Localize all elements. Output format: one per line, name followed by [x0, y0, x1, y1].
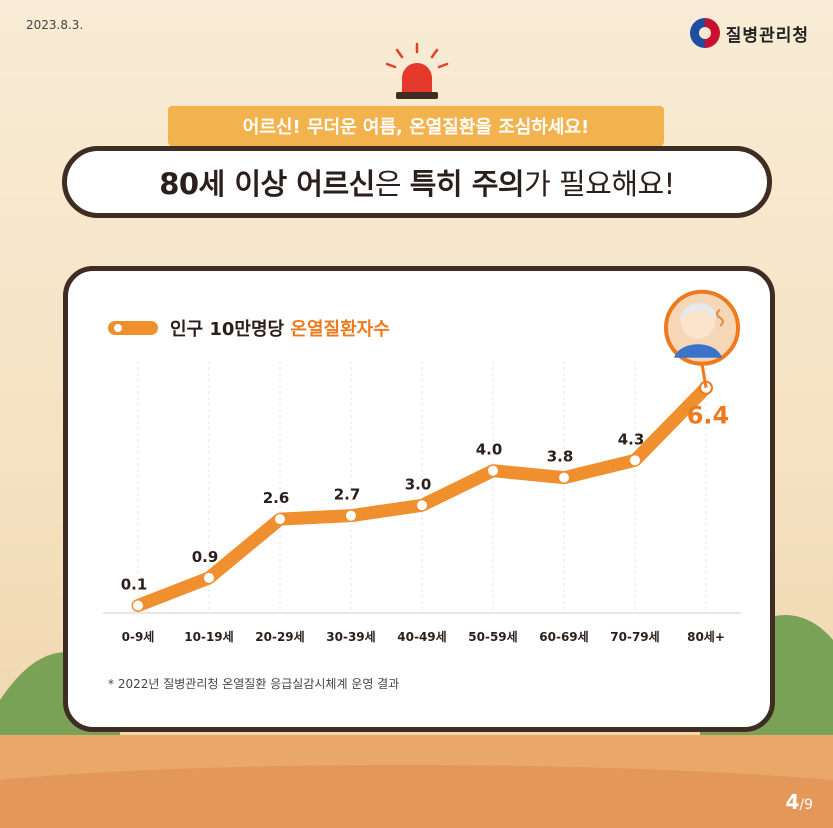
line-chart: 0.1 0.9 2.6 2.7 3.0 4.0 3.8 4.3 6.4 0-9세 10-19세 20-…: [103, 289, 741, 644]
data-label: 4.3: [618, 430, 645, 448]
page-indicator: 4/9: [785, 790, 813, 814]
heat-swirl-icon: [716, 308, 724, 327]
avatar-shirt: [674, 344, 722, 358]
data-point: [488, 465, 498, 476]
publish-date: 2023.8.3.: [26, 18, 84, 32]
x-tick-label: 30-39세: [326, 629, 375, 644]
x-tick-label: 40-49세: [397, 629, 446, 644]
x-tick-label: 20-29세: [255, 629, 304, 644]
x-tick-label: 50-59세: [468, 629, 517, 644]
legend-swatch: [108, 321, 158, 335]
x-tick-label: 0-9세: [122, 629, 155, 644]
headline: 80세 이상 어르신은 특히 주의가 필요해요!: [62, 146, 772, 218]
data-point: [559, 472, 569, 483]
footnote: * 2022년 질병관리청 온열질환 응급실감시체계 운영 결과: [108, 677, 400, 691]
org-logo: 질병관리청: [689, 18, 809, 48]
page-current: 4: [785, 790, 800, 814]
x-tick-label: 80세+: [687, 629, 725, 644]
org-name: 질병관리청: [725, 25, 809, 46]
chart-legend: 인구 10만명당 온열질환자수: [108, 315, 390, 341]
data-label: 3.0: [405, 475, 432, 493]
page-total: /9: [799, 797, 813, 813]
headline-part-1: 80세 이상 어르신은 특히 주의가 필요해요!: [159, 167, 675, 201]
data-label: 2.6: [263, 489, 290, 507]
data-point: [630, 455, 640, 466]
government-logo-icon: [689, 18, 720, 48]
data-point: [133, 600, 143, 611]
avatar-hair: [679, 302, 717, 322]
data-label: 0.1: [121, 576, 148, 594]
siren-icon: [385, 42, 449, 99]
x-tick-label: 70-79세: [610, 629, 659, 644]
x-tick-label: 60-69세: [539, 629, 588, 644]
data-point: [417, 500, 427, 511]
data-point: [275, 514, 285, 525]
data-label: 0.9: [192, 548, 219, 566]
data-label: 3.8: [547, 448, 574, 466]
x-tick-label: 10-19세: [184, 629, 233, 644]
data-point: [346, 510, 356, 521]
legend-highlight: 온열질환자수: [290, 319, 390, 340]
chart-card: 인구 10만명당 온열질환자수 0.1 0.9 2.6 2.7 3.0 4.0 3.8 4.3…: [63, 266, 775, 732]
data-label: 4.0: [476, 441, 503, 459]
subtitle-banner: 어르신! 무더운 여름, 온열질환을 조심하세요!: [168, 106, 664, 146]
avatar-pointer: [700, 363, 708, 388]
avatar-face: [681, 304, 715, 339]
data-point: [204, 572, 214, 583]
legend-label: 인구 10만명당: [170, 319, 291, 340]
data-label: 2.7: [334, 486, 361, 504]
data-label: 6.4: [687, 402, 730, 430]
